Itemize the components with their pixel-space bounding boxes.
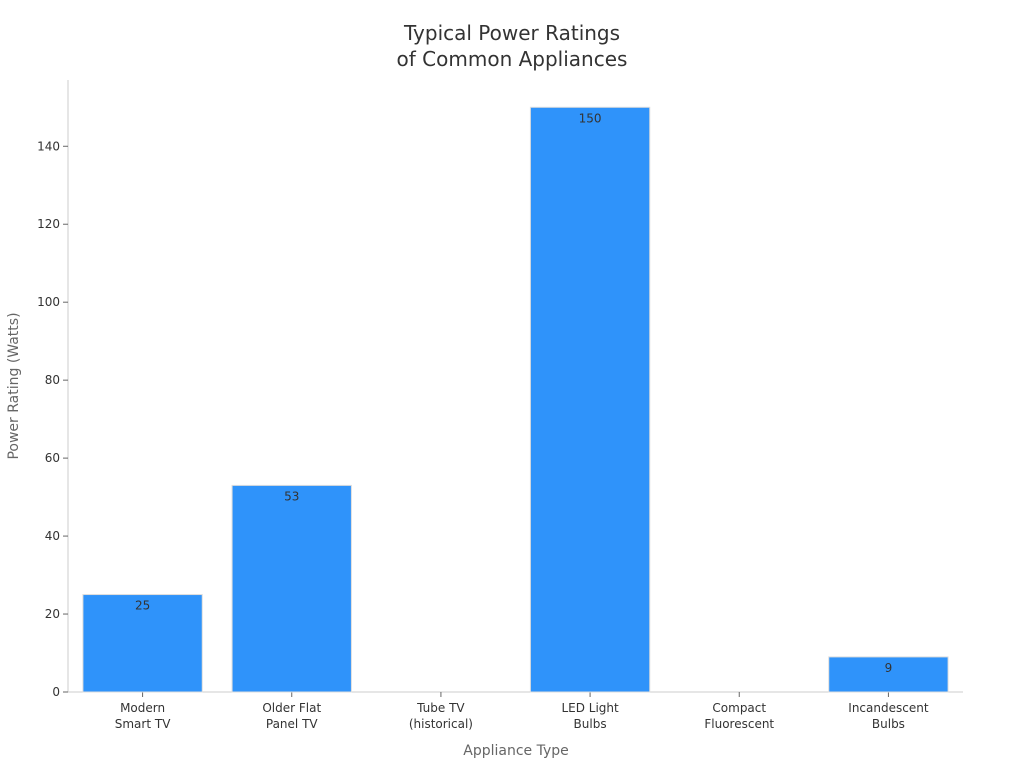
y-axis: 0 20 40 60 80 100 120 140 — [37, 80, 69, 699]
x-tick-label-line: Bulbs — [872, 717, 905, 731]
x-tick-label: Older Flat Panel TV — [262, 701, 321, 731]
x-tick-label: Tube TV (historical) — [409, 701, 473, 731]
chart-title-line-2: of Common Appliances — [397, 47, 628, 71]
y-tick-label: 40 — [45, 529, 60, 543]
y-tick-label: 20 — [45, 607, 60, 621]
y-tick-label: 140 — [37, 139, 60, 153]
y-tick-label: 0 — [52, 685, 60, 699]
y-tick-label: 80 — [45, 373, 60, 387]
y-tick-label: 60 — [45, 451, 60, 465]
x-tick-label-line: Tube TV — [416, 701, 465, 715]
chart-title-line-1: Typical Power Ratings — [403, 21, 620, 45]
x-axis-label: Appliance Type — [463, 743, 569, 759]
x-tick-label-line: (historical) — [409, 717, 473, 731]
bar — [231, 484, 352, 693]
x-tick-label-line: Compact — [712, 701, 766, 715]
bar — [828, 656, 949, 693]
y-tick-label: 100 — [37, 295, 60, 309]
x-tick-label-line: LED Light — [561, 701, 619, 715]
x-tick-label: LED Light Bulbs — [561, 701, 619, 731]
x-tick-label-line: Modern — [120, 701, 165, 715]
bar-value-label: 53 — [284, 489, 299, 503]
bar — [529, 106, 651, 693]
x-tick-label-line: Smart TV — [115, 717, 171, 731]
x-axis: Modern Smart TV Older Flat Panel TV Tube TV (… — [68, 691, 963, 731]
bar-value-label: 150 — [579, 111, 602, 125]
x-tick-label-line: Fluorescent — [704, 717, 774, 731]
x-tick-label: Modern Smart TV — [115, 701, 171, 731]
x-tick-label-line: Panel TV — [266, 717, 319, 731]
bar — [82, 594, 203, 693]
x-tick-label-line: Older Flat — [262, 701, 321, 715]
y-axis-label: Power Rating (Watts) — [6, 312, 22, 459]
bar-value-label: 25 — [135, 599, 150, 613]
y-tick-label: 120 — [37, 217, 60, 231]
x-tick-label: Compact Fluorescent — [704, 701, 774, 731]
x-tick-label-line: Incandescent — [848, 701, 929, 715]
x-tick-label-line: Bulbs — [574, 717, 607, 731]
bar-value-label: 9 — [885, 661, 893, 675]
x-tick-label: Incandescent Bulbs — [848, 701, 929, 731]
bars: 25 53 150 9 — [82, 106, 949, 693]
